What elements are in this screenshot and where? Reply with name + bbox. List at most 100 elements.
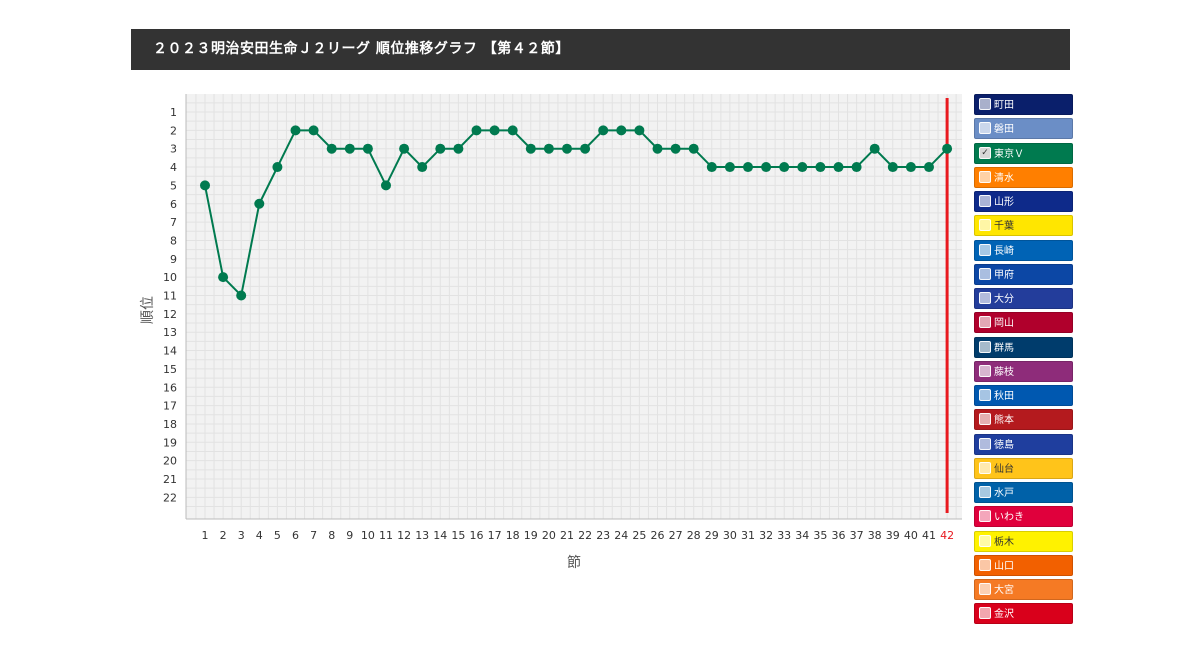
legend-checkbox[interactable] (979, 267, 991, 280)
data-point (435, 143, 446, 154)
legend-item[interactable]: 岡山 (974, 312, 1073, 334)
x-tick-label: 39 (886, 529, 900, 542)
legend-item[interactable]: 千葉 (974, 215, 1073, 237)
data-point (254, 198, 265, 209)
legend-label: 大分 (994, 294, 1014, 305)
data-point (652, 143, 663, 154)
x-tick-label: 14 (433, 529, 447, 542)
data-point (761, 162, 772, 173)
legend-checkbox[interactable] (979, 364, 991, 377)
legend-checkbox[interactable] (979, 195, 991, 207)
x-tick-label: 3 (238, 529, 245, 542)
y-tick-label: 13 (163, 326, 177, 339)
y-tick-label: 11 (163, 290, 177, 303)
data-point (543, 143, 554, 154)
x-tick-label: 9 (346, 529, 353, 542)
legend-item[interactable]: 山口 (974, 554, 1073, 576)
legend-label: 熊本 (994, 415, 1014, 427)
x-tick-label: 16 (470, 529, 484, 542)
legend-checkbox[interactable] (979, 389, 991, 401)
legend-item[interactable]: 藤枝 (974, 360, 1073, 382)
legend-checkbox[interactable] (979, 219, 991, 232)
y-tick-label: 4 (170, 161, 177, 174)
legend-checkbox[interactable] (979, 461, 991, 474)
legend-item[interactable]: 大宮 (974, 579, 1073, 600)
legend-checkbox[interactable] (979, 607, 991, 620)
legend-label: 藤枝 (994, 366, 1014, 378)
data-point (779, 162, 790, 173)
x-tick-label: 34 (795, 529, 809, 542)
x-tick-label: 21 (560, 529, 574, 542)
legend-checkbox[interactable] (979, 413, 991, 426)
y-tick-label: 12 (163, 308, 177, 321)
data-point (580, 143, 591, 154)
legend-item[interactable]: 清水 (974, 166, 1073, 188)
x-tick-label: 17 (488, 529, 502, 542)
legend-item[interactable]: 徳島 (974, 433, 1073, 455)
data-point (344, 143, 355, 154)
legend-label: 岡山 (994, 318, 1014, 330)
legend-item[interactable]: ✓ 東京Ｖ (974, 142, 1073, 164)
legend-item[interactable]: 山形 (974, 191, 1073, 212)
legend-label: いわき (994, 512, 1024, 524)
x-tick-label: 33 (777, 529, 791, 542)
data-point (453, 143, 464, 154)
x-tick-label: 28 (687, 529, 701, 542)
x-tick-label: 6 (292, 529, 299, 542)
legend-item[interactable]: 甲府 (974, 263, 1073, 285)
data-point (399, 143, 410, 154)
legend-label: 仙台 (994, 463, 1014, 475)
legend-checkbox[interactable] (979, 122, 991, 135)
x-tick-label: 13 (415, 529, 429, 542)
data-point (688, 143, 699, 154)
legend-checkbox[interactable] (979, 292, 991, 304)
legend-checkbox[interactable] (979, 486, 991, 498)
legend-label: 金沢 (994, 609, 1014, 621)
legend-label: 長崎 (994, 245, 1014, 257)
legend-item[interactable]: 金沢 (974, 603, 1073, 625)
legend-checkbox[interactable] (979, 170, 991, 183)
legend-label: 群馬 (994, 342, 1014, 354)
y-tick-label: 17 (163, 400, 177, 413)
legend-item[interactable]: 大分 (974, 288, 1073, 309)
x-axis-title: 節 (567, 554, 581, 571)
legend-checkbox[interactable] (979, 437, 991, 450)
legend-checkbox[interactable] (979, 510, 991, 523)
x-tick-label: 36 (832, 529, 846, 542)
legend-item[interactable]: 秋田 (974, 385, 1073, 406)
data-point (924, 162, 934, 173)
legend-item[interactable]: いわき (974, 506, 1073, 528)
x-tick-label: 22 (578, 529, 592, 542)
y-tick-label: 19 (163, 436, 177, 449)
x-tick-label: 1 (202, 529, 209, 542)
data-point (851, 162, 862, 173)
legend-item[interactable]: 長崎 (974, 239, 1073, 261)
legend-checkbox[interactable] (979, 534, 991, 547)
legend-checkbox[interactable]: ✓ (979, 146, 991, 159)
legend-checkbox[interactable] (979, 340, 991, 353)
legend-item[interactable]: 群馬 (974, 336, 1073, 358)
legend-item[interactable]: 仙台 (974, 457, 1073, 479)
legend-item[interactable]: 町田 (974, 94, 1073, 115)
legend-item[interactable]: 栃木 (974, 530, 1073, 552)
x-tick-label: 18 (506, 529, 520, 542)
legend-item[interactable]: 磐田 (974, 118, 1073, 140)
legend-checkbox[interactable] (979, 243, 991, 256)
x-tick-label: 24 (614, 529, 628, 542)
legend-label: 徳島 (994, 439, 1014, 451)
legend-label: 秋田 (994, 391, 1014, 402)
legend-checkbox[interactable] (979, 583, 991, 595)
y-tick-label: 22 (163, 491, 177, 504)
data-point (272, 162, 283, 173)
legend-checkbox[interactable] (979, 98, 991, 110)
data-point (670, 143, 681, 154)
data-point (362, 143, 373, 154)
legend-item[interactable]: 水戸 (974, 482, 1073, 503)
y-tick-label: 7 (170, 216, 177, 229)
legend-item[interactable]: 熊本 (974, 409, 1073, 431)
legend-checkbox[interactable] (979, 558, 991, 571)
legend-checkbox[interactable] (979, 316, 991, 329)
data-point (236, 290, 247, 301)
x-tick-label: 26 (651, 529, 665, 542)
data-point (471, 125, 482, 136)
